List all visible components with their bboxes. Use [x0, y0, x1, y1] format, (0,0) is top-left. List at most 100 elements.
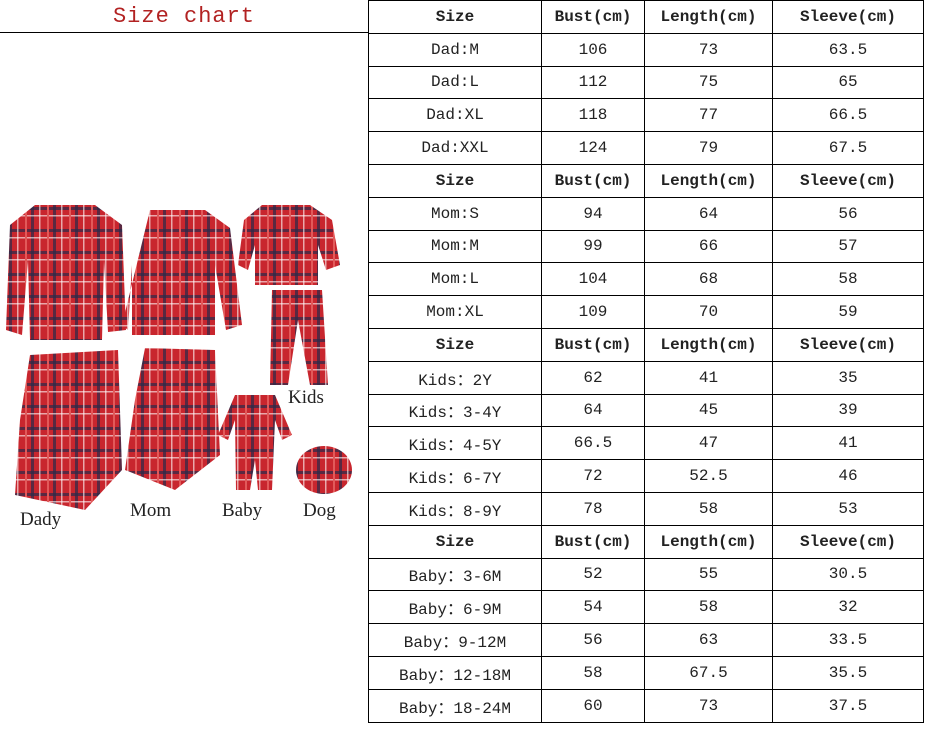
table-row: Kids：6-7Y 72 52.5 46	[368, 459, 924, 493]
measurement-cell: 67.5	[772, 131, 924, 165]
measurement-cell: 35	[772, 360, 924, 395]
measurement-cell: 77	[644, 98, 773, 133]
measurement-cell: 64	[541, 393, 645, 428]
dad-shirt	[6, 205, 126, 340]
measurement-cell: 54	[541, 590, 645, 625]
measurement-cell: 47	[644, 426, 773, 461]
measurement-cell: 46	[772, 459, 924, 493]
header-cell: Bust(cm)	[541, 0, 645, 34]
measurement-cell: 41	[644, 360, 773, 395]
header-cell: Bust(cm)	[541, 163, 645, 198]
size-cell: Baby：3-6M	[368, 557, 542, 592]
size-cell: Kids：3-4Y	[368, 393, 542, 428]
size-cell: Mom:XL	[368, 295, 542, 329]
size-cell: Dad:L	[368, 65, 542, 100]
table-row: Kids：2Y 62 41 35	[368, 360, 924, 395]
label-baby: Baby	[222, 500, 263, 521]
size-cell: Kids：2Y	[368, 360, 542, 395]
measurement-cell: 118	[541, 98, 645, 133]
header-cell: Size	[368, 0, 542, 34]
measurement-cell: 58	[644, 491, 773, 526]
size-table: Size Bust(cm) Length(cm) Sleeve(cm) Dad:M 106…	[368, 0, 924, 723]
measurement-cell: 66	[644, 229, 773, 264]
measurement-cell: 41	[772, 426, 924, 461]
mom-shirt	[122, 210, 242, 335]
measurement-cell: 39	[772, 393, 924, 428]
measurement-cell: 53	[772, 491, 924, 526]
measurement-cell: 66.5	[541, 426, 645, 461]
header-cell: Length(cm)	[644, 0, 773, 34]
table-row: Baby：12-18M 58 67.5 35.5	[368, 655, 924, 690]
measurement-cell: 52.5	[644, 459, 773, 493]
measurement-cell: 106	[541, 32, 645, 67]
measurement-cell: 60	[541, 688, 645, 723]
size-cell: Baby：9-12M	[368, 623, 542, 657]
measurement-cell: 70	[644, 295, 773, 329]
header-row: Size Bust(cm) Length(cm) Sleeve(cm)	[368, 524, 924, 559]
table-row: Baby：18-24M 60 73 37.5	[368, 688, 924, 723]
table-row: Mom:XL 109 70 59	[368, 295, 924, 329]
header-cell: Sleeve(cm)	[772, 524, 924, 559]
table-row: Kids：3-4Y 64 45 39	[368, 393, 924, 428]
measurement-cell: 55	[644, 557, 773, 592]
size-cell: Mom:L	[368, 262, 542, 297]
kids-pants	[270, 290, 328, 385]
baby-romper	[218, 395, 292, 490]
table-row: Dad:XL 118 77 66.5	[368, 98, 924, 133]
header-cell: Bust(cm)	[541, 327, 645, 362]
table-row: Mom:L 104 68 58	[368, 262, 924, 297]
measurement-cell: 75	[644, 65, 773, 100]
size-cell: Baby：12-18M	[368, 655, 542, 690]
size-cell: Dad:M	[368, 32, 542, 67]
measurement-cell: 78	[541, 491, 645, 526]
size-cell: Kids：6-7Y	[368, 459, 542, 493]
measurement-cell: 63	[644, 623, 773, 657]
header-cell: Length(cm)	[644, 327, 773, 362]
dog-hat	[296, 446, 352, 494]
label-dady: Dady	[20, 509, 62, 530]
table-row: Dad:L 112 75 65	[368, 65, 924, 100]
dad-pants	[15, 350, 122, 510]
measurement-cell: 64	[644, 196, 773, 231]
measurement-cell: 37.5	[772, 688, 924, 723]
size-cell: Baby：18-24M	[368, 688, 542, 723]
header-cell: Bust(cm)	[541, 524, 645, 559]
measurement-cell: 63.5	[772, 32, 924, 67]
header-cell: Length(cm)	[644, 524, 773, 559]
measurement-cell: 99	[541, 229, 645, 264]
table-row: Baby：9-12M 56 63 33.5	[368, 623, 924, 657]
size-chart-title: Size chart	[0, 0, 368, 33]
header-cell: Size	[368, 327, 542, 362]
label-kids: Kids	[288, 387, 324, 408]
measurement-cell: 73	[644, 688, 773, 723]
measurement-cell: 58	[772, 262, 924, 297]
measurement-cell: 35.5	[772, 655, 924, 690]
measurement-cell: 56	[541, 623, 645, 657]
header-cell: Size	[368, 524, 542, 559]
header-cell: Length(cm)	[644, 163, 773, 198]
mom-pants	[125, 348, 220, 490]
product-image: Kids Dady Mom Baby Dog	[0, 33, 368, 726]
measurement-cell: 65	[772, 65, 924, 100]
measurement-cell: 109	[541, 295, 645, 329]
table-row: Baby：6-9M 54 58 32	[368, 590, 924, 625]
header-cell: Size	[368, 163, 542, 198]
label-mom: Mom	[130, 500, 172, 521]
measurement-cell: 30.5	[772, 557, 924, 592]
measurement-cell: 79	[644, 131, 773, 165]
header-row: Size Bust(cm) Length(cm) Sleeve(cm)	[368, 163, 924, 198]
measurement-cell: 72	[541, 459, 645, 493]
measurement-cell: 68	[644, 262, 773, 297]
size-cell: Kids：8-9Y	[368, 491, 542, 526]
size-cell: Baby：6-9M	[368, 590, 542, 625]
measurement-cell: 104	[541, 262, 645, 297]
header-cell: Sleeve(cm)	[772, 0, 924, 34]
size-cell: Mom:S	[368, 196, 542, 231]
size-cell: Mom:M	[368, 229, 542, 264]
measurement-cell: 73	[644, 32, 773, 67]
header-row: Size Bust(cm) Length(cm) Sleeve(cm)	[368, 0, 924, 34]
measurement-cell: 58	[644, 590, 773, 625]
header-cell: Sleeve(cm)	[772, 327, 924, 362]
label-dog: Dog	[303, 500, 336, 521]
measurement-cell: 57	[772, 229, 924, 264]
